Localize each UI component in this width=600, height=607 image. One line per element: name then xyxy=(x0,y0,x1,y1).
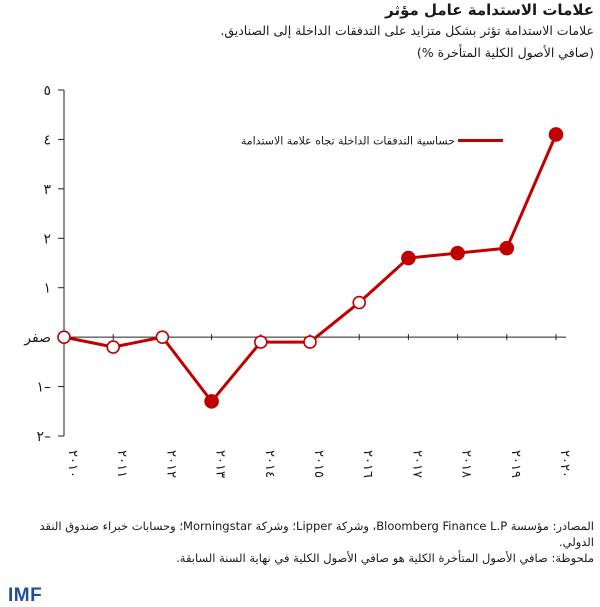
chart-unit-label: (صافي الأصول الكلية المتأخرة %) xyxy=(416,45,594,60)
x-tick-label: ٢٠١٣ xyxy=(213,450,228,478)
x-tick-label: ٢٠١١ xyxy=(114,450,129,478)
x-tick-label: ٢٠١٤ xyxy=(262,450,277,478)
imf-logo: IMF xyxy=(8,585,43,606)
chart-footer: المصادر: مؤسسة Bloomberg Finance L.P، وش… xyxy=(4,518,594,566)
chart-title: علامات الاستدامة عامل مؤثر xyxy=(385,1,594,19)
data-point xyxy=(303,335,317,349)
legend-label: حساسية التدفقات الداخلة تجاه علامة الاست… xyxy=(241,134,455,147)
y-tick-label: ٢ xyxy=(43,231,51,247)
data-point xyxy=(450,245,465,261)
x-tick-label: ٢٠٢٠ xyxy=(557,450,572,478)
data-point xyxy=(401,250,416,266)
x-tick-label: ٢٠١٠ xyxy=(65,450,80,478)
line-chart: ٥ ٤ ٣ ٢ ١ صفر ١– ٢– ٢٠١٠ ٢٠١١ ٢٠١٢ ٢٠١٣ ٢٠١٤ ٢٠١٥ ٢٠١٦… xyxy=(23,83,572,478)
data-point xyxy=(57,330,71,344)
note-text: ملحوظة: صافي الأصول المتأخرة الكلية هو ص… xyxy=(176,551,594,565)
y-tick-label: صفر xyxy=(23,330,51,346)
data-point xyxy=(499,240,515,256)
y-tick-label: ٢– xyxy=(36,429,51,445)
data-point xyxy=(352,295,367,310)
x-tick-label: ٢٠١٢ xyxy=(163,450,178,478)
sources-text: المصادر: مؤسسة Bloomberg Finance L.P، وش… xyxy=(39,519,594,549)
data-point xyxy=(155,330,170,344)
x-tick-label: ٢٠١٧ xyxy=(409,450,424,478)
y-tick-label: ١– xyxy=(36,380,51,396)
data-point xyxy=(548,127,564,142)
y-tick-label: ١ xyxy=(43,281,51,297)
data-point xyxy=(253,335,268,349)
y-tick-label: ٤ xyxy=(43,132,51,148)
x-tick-label: ٢٠١٦ xyxy=(360,450,375,478)
y-tick-label: ٥ xyxy=(43,83,51,99)
chart-subtitle: علامات الاستدامة تؤثر بشكل متزايد على ال… xyxy=(220,23,594,38)
x-tick-label: ٢٠١٩ xyxy=(508,450,523,478)
series-line xyxy=(63,133,558,403)
data-point xyxy=(106,340,120,354)
x-tick-label: ٢٠١٨ xyxy=(459,450,474,478)
data-point xyxy=(204,394,219,409)
x-tick-label: ٢٠١٥ xyxy=(311,450,326,478)
y-tick-label: ٣ xyxy=(43,182,51,198)
